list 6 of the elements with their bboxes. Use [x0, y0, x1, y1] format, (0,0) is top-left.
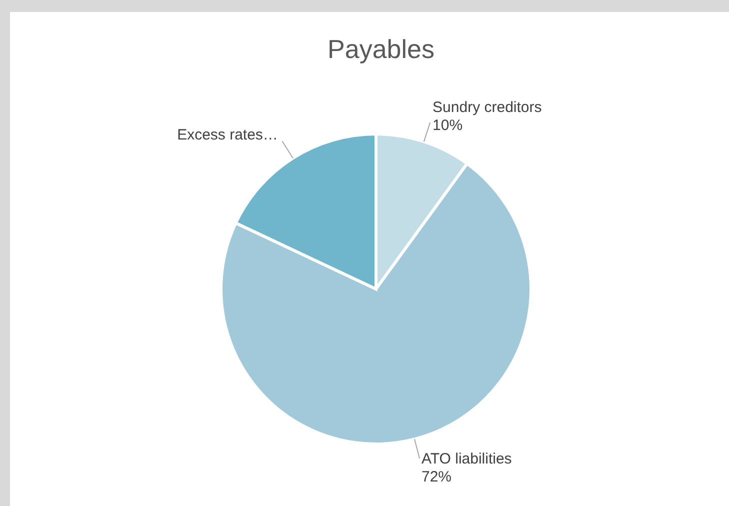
- data-label: 10%: [432, 116, 463, 134]
- slice-label: Excess rates…: [177, 126, 278, 144]
- chart-title: Payables: [326, 34, 436, 65]
- data-label: 72%: [422, 468, 452, 486]
- slice-label: ATO liabilities: [422, 450, 512, 468]
- slice-label: Sundry creditors: [432, 98, 542, 116]
